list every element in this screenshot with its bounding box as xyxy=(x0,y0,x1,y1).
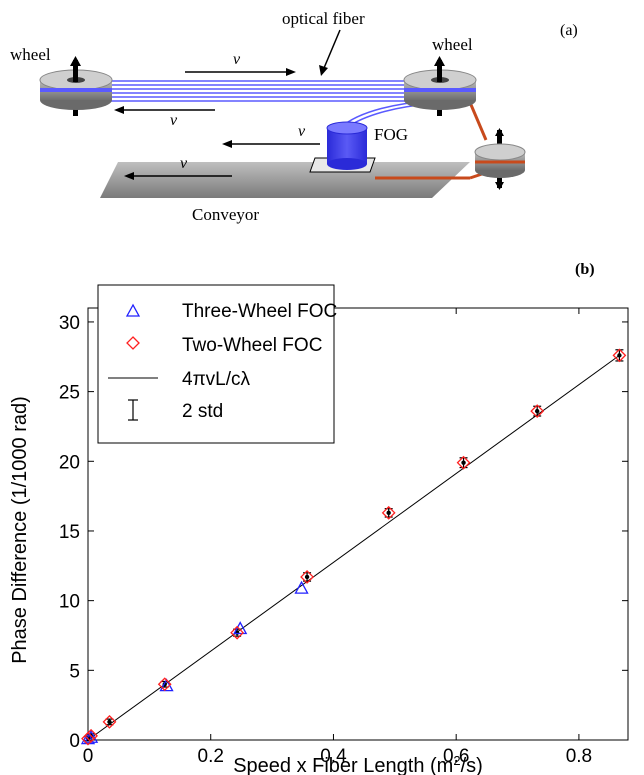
velocity-label-top: v xyxy=(233,51,241,68)
three-wheel-point xyxy=(294,580,309,594)
legend-errorbar-label: 2 std xyxy=(182,401,223,422)
x-tick-label: 0 xyxy=(83,746,94,767)
legend-box xyxy=(97,284,335,444)
two-wheel-point xyxy=(530,404,545,419)
legend-two-wheel-marker xyxy=(126,336,140,350)
conveyor-label: Conveyor xyxy=(192,205,259,224)
y-tick-label: 20 xyxy=(59,452,80,473)
two-wheel-point xyxy=(612,348,627,363)
error-bar-center xyxy=(107,719,112,725)
velocity-label-return: v xyxy=(170,112,178,129)
x-tick-label: 0.8 xyxy=(566,746,592,767)
legend-three-wheel-label: Three-Wheel FOC xyxy=(182,301,337,322)
y-tick-label: 15 xyxy=(59,522,80,543)
x-tick-label: 0.2 xyxy=(198,746,224,767)
two-wheel-point xyxy=(300,570,314,584)
legend-three-wheel-marker xyxy=(125,303,141,317)
three-wheel-point xyxy=(80,731,96,745)
error-bar-center xyxy=(304,574,310,580)
y-tick-label: 5 xyxy=(69,661,80,682)
x-axis-title: Speed x Fiber Length (m2/s) xyxy=(233,753,483,775)
velocity-arrows xyxy=(114,29,341,180)
phase-difference-chart: (b) 0 0.2 0.4 0.6 0.8 0 5 10 15 20 25 30 Phase Diff… xyxy=(9,261,629,775)
setup-diagram: (a) wheel wheel optical fiber v v v v FO… xyxy=(10,9,578,224)
two-wheel-point xyxy=(84,728,98,743)
error-bar-center xyxy=(534,408,540,414)
two-wheel-point xyxy=(456,455,471,470)
y-tick-label: 30 xyxy=(59,313,80,334)
fog-label: FOG xyxy=(374,125,408,144)
legend: Three-Wheel FOC Two-Wheel FOC 4πvL/cλ 2 … xyxy=(97,284,337,444)
left-wheel-label: wheel xyxy=(10,45,51,64)
legend-fit-label: 4πvL/cλ xyxy=(182,369,251,390)
velocity-label-conveyor: v xyxy=(180,155,188,172)
two-wheel-point xyxy=(381,505,396,520)
x-tick-label: 0.4 xyxy=(320,746,347,767)
drive-wheel xyxy=(474,128,526,190)
three-wheel-point xyxy=(233,621,248,635)
right-wheel-label: wheel xyxy=(432,35,473,54)
error-bar-center xyxy=(461,460,466,465)
x-tick-label: 0.6 xyxy=(443,746,469,767)
error-bar-center xyxy=(386,510,391,516)
left-wheel xyxy=(39,56,113,116)
fog-cylinder xyxy=(326,121,368,170)
legend-errorbar-marker xyxy=(128,399,138,421)
error-bar-center xyxy=(617,353,622,358)
optical-fiber-label: optical fiber xyxy=(282,9,365,28)
two-wheel-point xyxy=(81,731,95,746)
two-wheel-point xyxy=(157,677,172,692)
right-wheel xyxy=(403,56,477,116)
y-axis-title: Phase Difference (1/1000 rad) xyxy=(9,396,31,664)
y-tick-label: 25 xyxy=(59,383,80,404)
two-wheel-point xyxy=(230,625,245,640)
panel-a-label: (a) xyxy=(560,22,578,39)
velocity-label-fog: v xyxy=(298,123,306,140)
y-tick-label: 0 xyxy=(69,731,80,752)
conveyor-belt xyxy=(100,162,470,198)
panel-b-label: (b) xyxy=(575,261,595,278)
y-tick-label: 10 xyxy=(59,592,80,613)
two-wheel-point xyxy=(102,714,117,729)
fit-line xyxy=(87,354,620,741)
optical-fiber-bundle xyxy=(80,80,440,129)
legend-two-wheel-label: Two-Wheel FOC xyxy=(182,335,322,356)
